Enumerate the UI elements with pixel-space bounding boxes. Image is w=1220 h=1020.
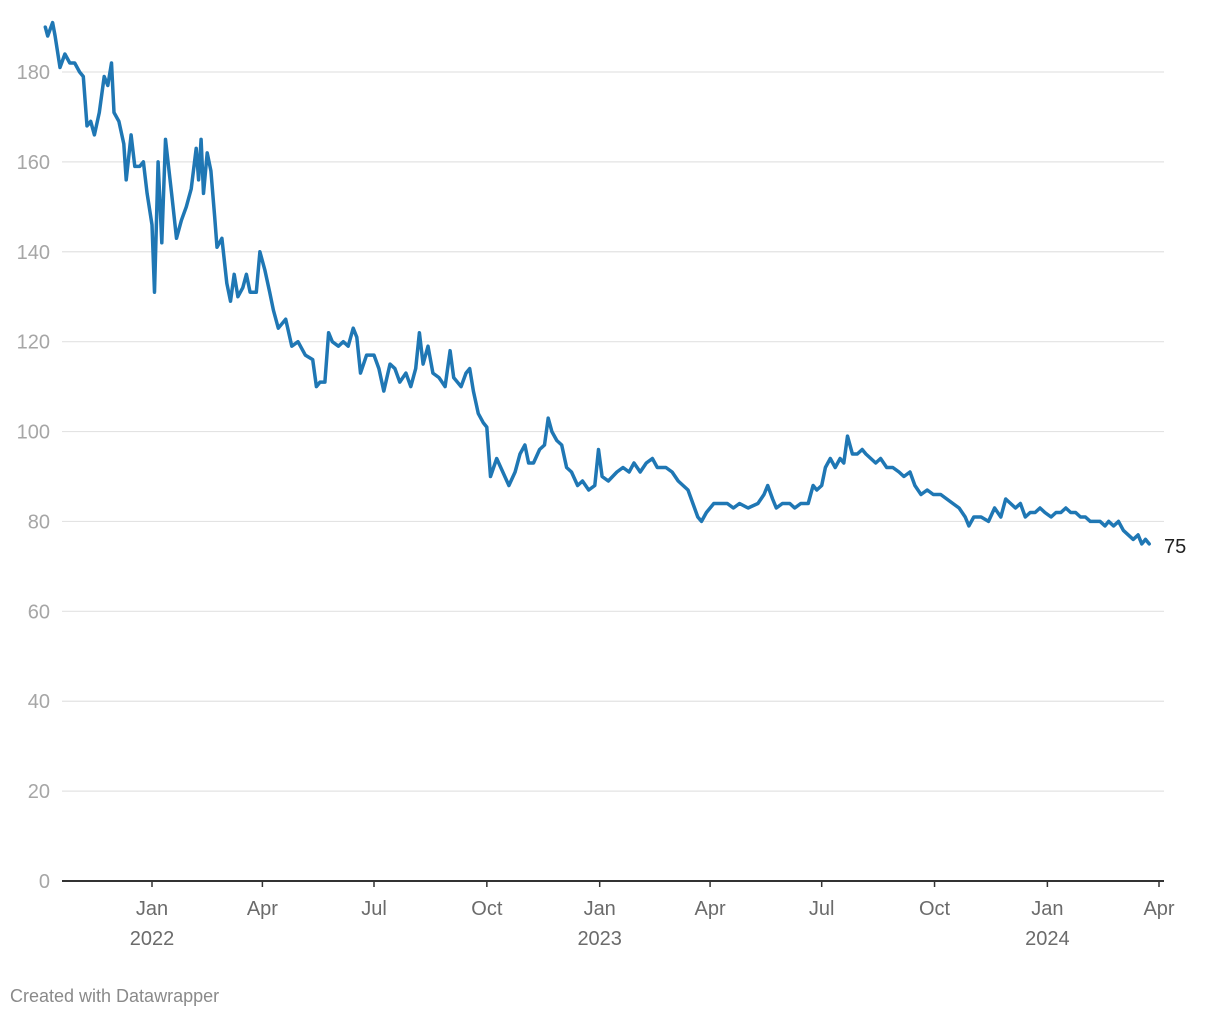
y-tick-label: 180 <box>17 62 50 84</box>
gridlines <box>62 71 1164 792</box>
end-value-label: 75 <box>1164 536 1186 558</box>
y-tick-label: 100 <box>17 422 50 444</box>
y-tick-label: 80 <box>28 511 50 533</box>
y-tick-label: 140 <box>17 242 50 264</box>
x-tick-label: Jan <box>1031 898 1063 920</box>
line-chart: 0 20 40 60 80 100 120 140 160 180 Jan 2022 Apr Jul Oc… <box>17 20 1186 950</box>
footer-credit: Created with Datawrapper <box>10 986 220 1006</box>
x-tick-label: Jul <box>809 898 835 920</box>
x-tick-label: Apr <box>695 898 726 920</box>
y-tick-label: 120 <box>17 332 50 354</box>
x-tick-label: Oct <box>919 898 951 920</box>
series-line <box>43 20 1151 546</box>
x-tick-label: Apr <box>1143 898 1174 920</box>
x-tick-label: Jan <box>584 898 616 920</box>
x-tick-year-label: 2024 <box>1025 928 1070 950</box>
x-axis-ticks: Jan 2022 Apr Jul Oct Jan 2023 Apr Jul Oct Jan 2024 A… <box>130 881 1175 950</box>
x-tick-label: Jan <box>136 898 168 920</box>
x-tick-label: Oct <box>471 898 503 920</box>
x-tick-year-label: 2022 <box>130 928 175 950</box>
x-tick-year-label: 2023 <box>577 928 622 950</box>
y-tick-label: 160 <box>17 152 50 174</box>
y-tick-label: 40 <box>28 691 50 713</box>
y-tick-label: 60 <box>28 601 50 623</box>
y-tick-label: 0 <box>39 871 50 893</box>
y-axis-ticks: 0 20 40 60 80 100 120 140 160 180 <box>17 62 50 893</box>
x-tick-label: Jul <box>361 898 387 920</box>
y-tick-label: 20 <box>28 781 50 803</box>
x-tick-label: Apr <box>247 898 278 920</box>
